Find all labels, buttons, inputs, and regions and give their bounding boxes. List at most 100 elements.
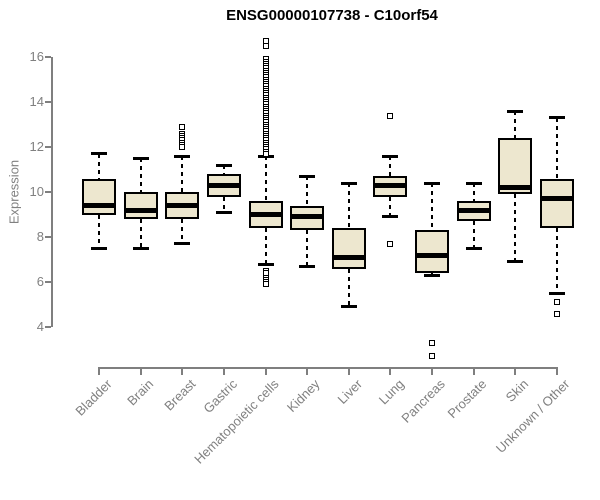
median-line: [206, 182, 241, 188]
whisker-line-lower: [555, 228, 558, 294]
y-tick-label: 6: [36, 274, 44, 289]
x-tick-label: Breast: [161, 376, 199, 414]
y-tick-mark: [45, 326, 51, 328]
x-tick-label: Kidney: [284, 376, 324, 416]
x-tick-mark: [222, 369, 225, 375]
y-tick-label: 4: [36, 319, 44, 334]
outlier-point: [553, 310, 560, 317]
whisker-line-lower: [389, 196, 392, 217]
box: [539, 178, 574, 228]
box: [498, 138, 533, 195]
median-line: [373, 182, 408, 188]
y-tick-mark: [45, 281, 51, 283]
whisker-cap-lower: [507, 260, 524, 264]
whisker-cap-lower: [299, 264, 316, 268]
whisker-line-upper: [181, 156, 184, 192]
whisker-line-lower: [472, 221, 475, 249]
outlier-point: [179, 123, 186, 130]
x-axis-line: [98, 367, 558, 369]
x-tick-mark: [264, 369, 267, 375]
y-tick-mark: [45, 56, 51, 58]
y-tick-mark: [45, 101, 51, 103]
whisker-cap-upper: [174, 154, 191, 158]
y-tick-label: 14: [29, 94, 44, 109]
outlier-point: [262, 42, 269, 49]
whisker-line-lower: [264, 228, 267, 264]
whisker-cap-lower: [257, 262, 274, 266]
outlier-point: [387, 112, 394, 119]
whisker-cap-lower: [465, 246, 482, 250]
y-tick-mark: [45, 191, 51, 193]
whisker-cap-upper: [215, 163, 232, 167]
median-line: [82, 203, 116, 208]
whisker-cap-lower: [91, 246, 107, 250]
x-tick-label: Bladder: [72, 376, 115, 419]
y-axis-line: [51, 57, 53, 327]
whisker-cap-upper: [132, 156, 149, 160]
outlier-point: [387, 240, 394, 247]
whisker-cap-upper: [299, 174, 316, 178]
x-tick-mark: [389, 369, 392, 375]
whisker-line-lower: [347, 268, 350, 307]
median-line: [498, 185, 533, 190]
whisker-cap-lower: [174, 242, 191, 246]
x-tick-label: Pancreas: [398, 376, 448, 426]
x-tick-label: Prostate: [444, 376, 490, 422]
whisker-line-upper: [472, 183, 475, 201]
whisker-cap-upper: [424, 181, 441, 185]
whisker-line-upper: [431, 183, 434, 231]
x-tick-label: Unknown / Other: [493, 376, 573, 456]
x-tick-mark: [306, 369, 309, 375]
whisker-cap-lower: [215, 210, 232, 214]
x-tick-mark: [472, 369, 475, 375]
whisker-line-upper: [139, 158, 142, 192]
whisker-cap-upper: [91, 152, 107, 156]
median-line: [290, 214, 325, 220]
whisker-cap-upper: [382, 154, 399, 158]
x-tick-mark: [347, 369, 350, 375]
x-tick-mark: [431, 369, 434, 375]
box: [415, 230, 450, 273]
x-tick-mark: [98, 369, 100, 375]
whisker-line-upper: [514, 111, 517, 138]
whisker-line-lower: [181, 219, 184, 244]
y-tick-label: 10: [29, 184, 44, 199]
median-line: [248, 212, 283, 217]
whisker-line-upper: [264, 156, 267, 201]
whisker-line-upper: [306, 176, 309, 206]
box: [82, 178, 116, 215]
chart-title: ENSG00000107738 - C10orf54: [226, 7, 438, 24]
box: [123, 192, 158, 219]
y-tick-mark: [45, 236, 51, 238]
whisker-line-lower: [222, 196, 225, 213]
whisker-line-lower: [139, 219, 142, 249]
box: [331, 228, 366, 269]
whisker-cap-lower: [424, 273, 441, 277]
median-line: [123, 207, 158, 213]
x-tick-mark: [514, 369, 517, 375]
median-line: [456, 207, 491, 213]
outlier-point: [179, 144, 186, 150]
x-tick-label: Lung: [375, 376, 407, 408]
x-tick-label: Liver: [334, 376, 365, 407]
x-tick-mark: [181, 369, 184, 375]
median-line: [415, 252, 450, 258]
median-line: [331, 254, 366, 260]
y-tick-mark: [45, 146, 51, 148]
x-tick-label: Skin: [502, 376, 532, 405]
x-tick-label: Hematopoietic cells: [191, 376, 282, 467]
whisker-line-upper: [389, 156, 392, 177]
outlier-point: [429, 339, 436, 346]
whisker-cap-lower: [382, 215, 399, 219]
median-line: [165, 203, 200, 208]
x-tick-mark: [139, 369, 142, 375]
y-tick-label: 8: [36, 229, 44, 244]
whisker-line-upper: [222, 165, 225, 174]
x-tick-label: Brain: [124, 376, 157, 409]
whisker-cap-upper: [465, 181, 482, 185]
whisker-line-upper: [555, 117, 558, 179]
x-tick-label: Gastric: [200, 376, 240, 417]
whisker-cap-upper: [340, 181, 357, 185]
y-tick-label: 16: [29, 49, 44, 64]
